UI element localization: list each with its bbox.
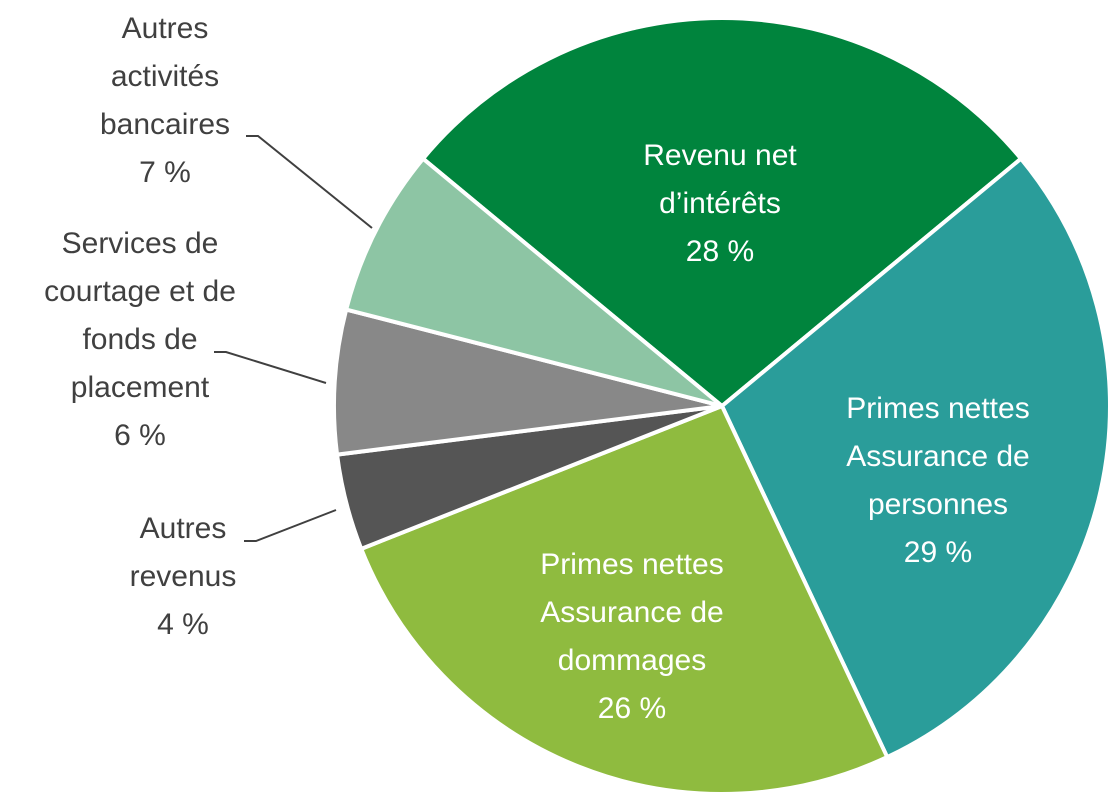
leader-line — [244, 509, 337, 542]
pie-slice — [359, 404, 890, 796]
pie — [332, 15, 1112, 796]
slice-value-label: 6 % — [114, 419, 166, 452]
labels: Revenu net d’intérêts 28 % Primes nettes Ass… — [44, 12, 1030, 725]
slice-label: Autres activités bancaires — [100, 12, 230, 141]
pie-slice — [421, 15, 1023, 408]
slice-label: Revenu net d’intérêts — [643, 139, 797, 220]
slice-label: Services de courtage et de fonds de placeme… — [44, 227, 236, 404]
slice-value-label: 26 % — [598, 692, 666, 725]
slice-value-label: 7 % — [139, 156, 191, 189]
leader-line — [246, 135, 373, 229]
pie-slice — [344, 156, 724, 408]
slice-label: Autres revenus — [130, 512, 237, 593]
slice-value-label: 4 % — [157, 608, 209, 641]
leader-line — [214, 351, 327, 384]
slice-label: Primes nettes Assurance de personnes — [846, 392, 1029, 521]
slice-value-label: 28 % — [686, 235, 754, 268]
slice-label: Primes nettes Assurance de dommages — [540, 548, 723, 677]
pie-slice — [332, 307, 724, 457]
slice-value-label: 29 % — [904, 536, 972, 569]
